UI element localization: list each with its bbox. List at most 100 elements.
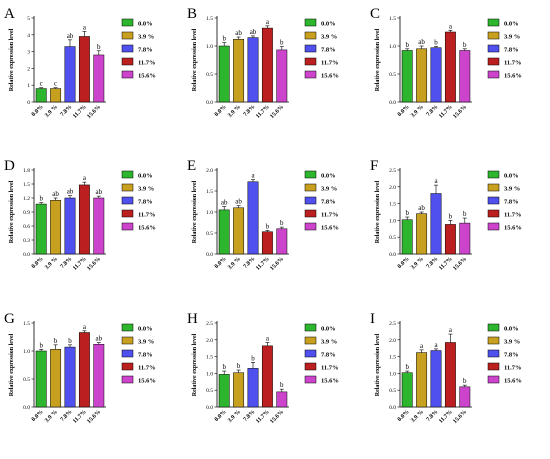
significance-letter: a xyxy=(83,174,87,182)
y-tick-label: 1.5 xyxy=(23,182,30,188)
x-tick-label: 0.0% xyxy=(31,104,45,118)
legend-entry: 11.7% xyxy=(321,365,339,372)
legend-swatch xyxy=(121,57,134,66)
legend-entry: 7.8% xyxy=(138,352,153,359)
legend-entry: 7.8% xyxy=(138,47,153,54)
bar xyxy=(276,49,288,103)
legend-entry: 15.6% xyxy=(138,73,156,80)
x-tick-label: 15.6% xyxy=(86,256,102,272)
significance-letter: a xyxy=(266,334,270,342)
bar xyxy=(430,350,442,408)
bar xyxy=(35,88,47,103)
significance-letter: b xyxy=(68,337,72,345)
legend-swatch xyxy=(487,222,500,231)
legend-swatch xyxy=(487,349,500,358)
significance-letter: a xyxy=(266,18,270,26)
significance-letter: ab xyxy=(52,190,59,198)
bar xyxy=(247,181,259,255)
legend-entry: 0.0% xyxy=(321,21,336,28)
legend-swatch xyxy=(121,18,134,27)
bar xyxy=(247,368,259,408)
x-tick-label: 15.6% xyxy=(452,409,468,425)
y-tick-label: 1.8 xyxy=(23,168,30,174)
legend-entry: 7.8% xyxy=(321,352,336,359)
y-tick-label: 1.5 xyxy=(389,355,396,361)
legend-swatch xyxy=(304,57,317,66)
bar xyxy=(261,231,273,255)
y-tick-label: 1.5 xyxy=(389,16,396,22)
bar xyxy=(416,213,428,255)
y-tick-label: 0.5 xyxy=(206,72,213,78)
legend-entry: 15.6% xyxy=(321,225,339,232)
legend-swatch xyxy=(487,323,500,332)
x-tick-label: 11.7% xyxy=(255,104,271,120)
bar xyxy=(93,54,105,103)
legend-entry: 7.8% xyxy=(138,199,153,206)
legend-entry: 3.9 % xyxy=(504,186,520,193)
significance-letter: ab xyxy=(95,188,102,196)
significance-letter: a xyxy=(434,341,438,349)
y-axis-label: Relative expression level xyxy=(192,333,198,396)
x-tick-label: 3.9 % xyxy=(227,409,242,424)
legend-swatch xyxy=(121,70,134,79)
legend-entry: 15.6% xyxy=(321,378,339,385)
legend-entry: 15.6% xyxy=(504,73,522,80)
bar xyxy=(64,46,76,103)
y-axis-label: Relative expression level xyxy=(375,180,381,243)
bar xyxy=(276,391,288,408)
y-tick-label: 1.0 xyxy=(23,349,30,355)
significance-letter: b xyxy=(463,210,467,218)
y-tick-label: 2 xyxy=(27,66,30,72)
significance-letter: b xyxy=(39,341,43,349)
legend-swatch xyxy=(121,196,134,205)
significance-letter: b xyxy=(39,195,43,203)
significance-letter: b xyxy=(266,222,270,230)
legend-swatch xyxy=(121,336,134,345)
significance-letter: a xyxy=(449,22,453,30)
x-tick-label: 15.6% xyxy=(269,409,285,425)
x-tick-label: 3.9 % xyxy=(44,409,59,424)
significance-letter: b xyxy=(97,43,101,51)
panel-label: I xyxy=(370,311,375,327)
bar xyxy=(50,349,62,408)
legend-swatch xyxy=(121,222,134,231)
legend-swatch xyxy=(487,183,500,192)
bar xyxy=(416,48,428,103)
y-tick-label: 1.0 xyxy=(206,210,213,216)
legend-entry: 0.0% xyxy=(504,326,519,333)
legend-swatch xyxy=(487,209,500,218)
y-tick-label: 2.0 xyxy=(206,168,213,174)
significance-letter: a xyxy=(449,326,453,334)
x-tick-label: 3.9 % xyxy=(410,104,425,119)
legend-entry: 11.7% xyxy=(138,212,156,219)
y-tick-label: 1.0 xyxy=(389,44,396,50)
legend-entry: 3.9 % xyxy=(138,34,154,41)
panel-label: E xyxy=(187,158,196,174)
panel-label: A xyxy=(4,6,15,22)
legend-swatch xyxy=(487,336,500,345)
panel-a: A Relative expression level 0 1 2 3 4 5 c 0.0% c 3.… xyxy=(4,6,156,120)
bar xyxy=(261,345,273,408)
y-tick-label: 0.0 xyxy=(206,252,213,258)
bar xyxy=(444,342,456,408)
x-tick-label: 0.0% xyxy=(31,256,45,270)
y-axis-label: Relative expression level xyxy=(192,28,198,91)
legend-entry: 0.0% xyxy=(504,173,519,180)
y-tick-label: 0.5 xyxy=(23,377,30,383)
significance-letter: ab xyxy=(67,32,74,40)
legend-entry: 3.9 % xyxy=(504,339,520,346)
y-tick-label: 0.0 xyxy=(389,252,396,258)
significance-letter: b xyxy=(280,381,284,389)
legend-entry: 7.8% xyxy=(321,47,336,54)
significance-letter: b xyxy=(222,35,226,43)
legend-swatch xyxy=(304,70,317,79)
significance-letter: b xyxy=(222,363,226,371)
legend-entry: 3.9 % xyxy=(504,34,520,41)
legend-swatch xyxy=(487,375,500,384)
significance-letter: b xyxy=(405,363,409,371)
y-tick-label: 0.5 xyxy=(389,235,396,241)
y-axis-label: Relative expression level xyxy=(375,333,381,396)
bar xyxy=(276,228,288,255)
legend-swatch xyxy=(121,183,134,192)
